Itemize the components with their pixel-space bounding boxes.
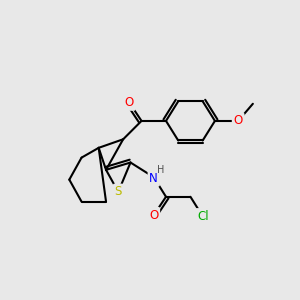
Text: S: S: [115, 185, 122, 198]
Text: H: H: [157, 165, 164, 175]
Text: N: N: [149, 172, 158, 185]
Text: O: O: [125, 96, 134, 109]
Text: Cl: Cl: [197, 210, 208, 223]
Text: O: O: [149, 208, 158, 222]
Text: O: O: [234, 114, 243, 128]
